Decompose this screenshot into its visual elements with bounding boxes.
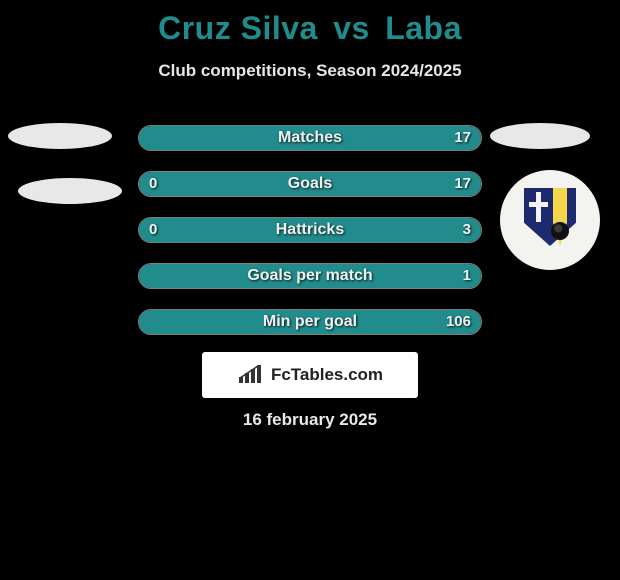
bar-chart-icon <box>237 365 265 385</box>
player1-name: Cruz Silva <box>158 10 318 46</box>
comparison-title: Cruz Silva vs Laba <box>0 0 620 47</box>
stat-row: Goals0 17 <box>138 171 482 197</box>
vs-separator: vs <box>333 10 370 46</box>
stat-label: Goals <box>139 172 481 196</box>
stat-value-right: 3 <box>463 218 471 242</box>
subtitle: Club competitions, Season 2024/2025 <box>0 61 620 81</box>
stat-label: Matches <box>139 126 481 150</box>
fctables-label: FcTables.com <box>271 365 383 385</box>
stat-value-right: 1 <box>463 264 471 288</box>
snapshot-date: 16 february 2025 <box>0 410 620 430</box>
stat-value-right: 17 <box>454 172 471 196</box>
stat-value-left: 0 <box>149 172 157 196</box>
stat-row: Hattricks0 3 <box>138 217 482 243</box>
stat-row: Goals per match1 <box>138 263 482 289</box>
stat-row: Matches17 <box>138 125 482 151</box>
player2-name: Laba <box>385 10 462 46</box>
stat-label: Min per goal <box>139 310 481 334</box>
stat-label: Goals per match <box>139 264 481 288</box>
stat-row: Min per goal106 <box>138 309 482 335</box>
stat-value-left: 0 <box>149 218 157 242</box>
stat-value-right: 17 <box>454 126 471 150</box>
stat-label: Hattricks <box>139 218 481 242</box>
stat-value-right: 106 <box>446 310 471 334</box>
fctables-branding: FcTables.com <box>202 352 418 398</box>
stats-bars: Matches17Goals017Hattricks03Goals per ma… <box>0 125 620 335</box>
